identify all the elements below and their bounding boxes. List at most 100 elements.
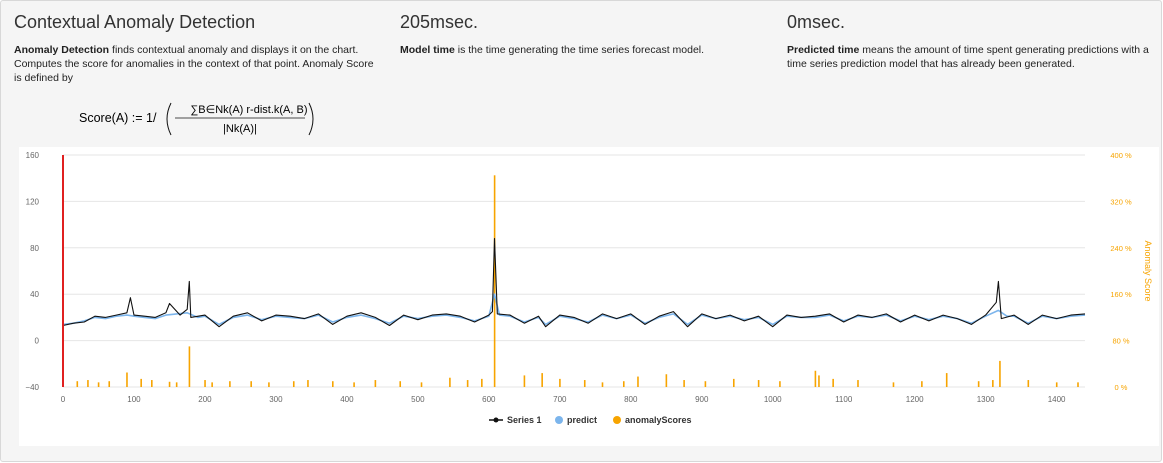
intro-description: Anomaly Detection finds contextual anoma… — [14, 43, 384, 85]
y2-tick-label: 80 % — [1112, 337, 1129, 346]
legend-item[interactable]: predict — [555, 415, 597, 425]
legend-dot-marker — [555, 416, 563, 424]
anomaly-score-bar — [211, 382, 213, 387]
y-tick-label: 0 — [35, 337, 40, 346]
predicted-time-text: means the amount of time spent generatin… — [787, 44, 1149, 70]
anomaly-score-bar — [331, 381, 334, 387]
anomaly-score-bar — [857, 380, 859, 387]
anomaly-score-bar — [665, 374, 668, 387]
chart-container: 160 120 80 40 0 −40 400 % 320 % 240 % 160 % 80 % 0… — [19, 147, 1159, 446]
anomaly-score-bar — [353, 382, 355, 387]
legend-item[interactable]: Series 1 — [489, 415, 542, 425]
anomaly-score-bar — [637, 376, 639, 387]
anomaly-score-bar — [992, 380, 994, 387]
y2-tick-label: 160 % — [1110, 290, 1132, 299]
x-tick-label: 700 — [553, 395, 567, 404]
x-tick-label: 1400 — [1048, 395, 1066, 404]
y2-tick-label: 0 % — [1115, 383, 1128, 392]
formula-right-paren — [308, 102, 314, 136]
intro-bold-term: Anomaly Detection — [14, 44, 110, 56]
anomaly-score-bar — [999, 360, 1001, 387]
x-axis-ticks: 0 100 200 300 400 500 600 700 800 900 1000 1100 1200… — [61, 395, 1066, 404]
anomaly-score-bar — [683, 380, 685, 387]
anomaly-score-bar — [229, 381, 231, 387]
anomaly-score-formula: Score(A) := 1/ ∑B∈Nk(A) r-dist.k(A, B) |… — [79, 97, 339, 144]
y-tick-label: 160 — [26, 151, 40, 160]
x-tick-label: 300 — [269, 395, 283, 404]
legend-item[interactable]: anomalyScores — [613, 415, 692, 425]
intro-text: finds contextual anomaly and displays it… — [14, 44, 374, 84]
anomaly-score-bar — [307, 380, 309, 387]
y-tick-label: 40 — [30, 290, 39, 299]
anomaly-score-bar — [493, 175, 496, 387]
model-time-column: 205msec. Model time is the time generati… — [400, 12, 740, 57]
model-time-bold-term: Model time — [400, 44, 455, 56]
anomaly-score-bar — [559, 378, 561, 387]
anomaly-score-bar — [97, 382, 100, 387]
page-title: Contextual Anomaly Detection — [14, 12, 256, 32]
y2-axis-label: Anomaly Score — [1143, 240, 1153, 301]
anomaly-score-bar — [420, 382, 423, 387]
anomaly-score-bar — [977, 381, 980, 387]
anomaly-score-bar — [399, 381, 402, 387]
anomaly-score-bar — [292, 381, 295, 387]
x-tick-label: 400 — [340, 395, 354, 404]
anomaly-score-bar — [1055, 382, 1058, 387]
anomaly-score-bar — [126, 372, 128, 387]
formula-lhs: Score(A) := 1/ — [79, 111, 157, 125]
anomaly-score-bar — [1077, 382, 1079, 387]
legend-dot-marker — [493, 417, 499, 423]
x-tick-label: 1000 — [764, 395, 782, 404]
formula-left-paren — [166, 102, 172, 136]
predicted-time-value: 0msec. — [787, 12, 846, 32]
anomaly-score-bar — [87, 380, 89, 387]
anomaly-score-bars — [76, 175, 1079, 387]
anomaly-score-bar — [622, 381, 625, 387]
anomaly-score-bar — [818, 375, 820, 387]
x-tick-label: 1200 — [906, 395, 924, 404]
anomaly-score-bar — [108, 381, 111, 387]
anomaly-score-bar — [374, 380, 377, 387]
y2-tick-label: 240 % — [1110, 244, 1132, 253]
anomaly-score-bar — [466, 380, 469, 387]
anomaly-score-bar — [250, 381, 252, 387]
series-lines — [62, 237, 1086, 328]
anomaly-score-bar — [449, 377, 451, 387]
anomaly-score-bar — [523, 375, 526, 387]
chart-legend[interactable]: Series 1 predict anomalyScores — [489, 415, 692, 425]
x-tick-label: 500 — [411, 395, 425, 404]
y-tick-label: 80 — [30, 244, 39, 253]
x-tick-label: 600 — [482, 395, 496, 404]
y2-tick-label: 400 % — [1110, 151, 1132, 160]
predicted-time-description: Predicted time means the amount of time … — [787, 43, 1153, 71]
y2-tick-label: 320 % — [1110, 197, 1132, 206]
anomaly-score-bar — [601, 382, 604, 387]
legend-dot-marker — [613, 416, 621, 424]
anomaly-score-bar — [140, 378, 142, 387]
formula-graphic: Score(A) := 1/ ∑B∈Nk(A) r-dist.k(A, B) |… — [79, 102, 314, 136]
anomaly-score-bar — [541, 373, 543, 387]
y-axis-ticks: 160 120 80 40 0 −40 — [25, 151, 39, 392]
model-time-text: is the time generating the time series f… — [454, 44, 705, 56]
anomaly-score-bar — [188, 346, 191, 387]
legend-label: Series 1 — [507, 415, 542, 425]
anomaly-score-bar — [779, 381, 781, 387]
legend-label: anomalyScores — [625, 415, 692, 425]
x-tick-label: 900 — [695, 395, 709, 404]
series-1-line — [62, 237, 1086, 328]
formula-numerator: ∑B∈Nk(A) r-dist.k(A, B) — [190, 104, 307, 116]
x-tick-label: 100 — [127, 395, 141, 404]
anomaly-score-bar — [921, 381, 923, 387]
anomaly-score-bar — [168, 381, 171, 387]
y-tick-label: 120 — [26, 197, 40, 206]
model-time-value: 205msec. — [400, 12, 479, 32]
anomaly-score-bar — [175, 382, 178, 387]
anomaly-score-bar — [481, 378, 483, 387]
y2-axis-ticks: 400 % 320 % 240 % 160 % 80 % 0 % — [1110, 151, 1132, 392]
anomaly-score-bar — [704, 381, 707, 387]
anomaly-score-bar — [76, 381, 79, 387]
anomaly-score-bar — [151, 380, 153, 387]
anomaly-score-bar — [892, 382, 895, 387]
